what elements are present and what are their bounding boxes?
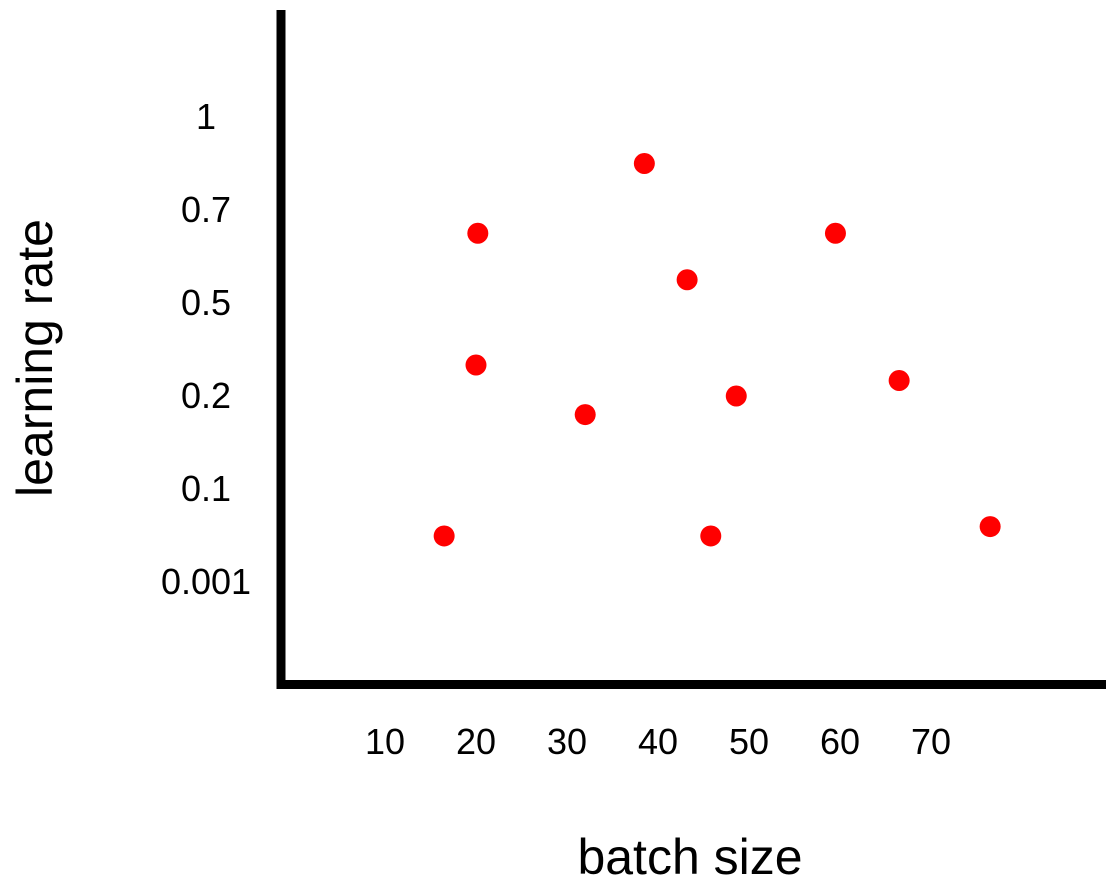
x-tick-label: 70 — [911, 721, 951, 762]
y-tick-label: 0.5 — [181, 282, 231, 323]
data-point — [725, 385, 747, 407]
x-axis-label: batch size — [577, 829, 802, 885]
data-point — [467, 222, 489, 244]
y-tick-label: 0.7 — [181, 189, 231, 230]
x-tick-label: 10 — [365, 721, 405, 762]
x-tick-label: 50 — [729, 721, 769, 762]
data-point — [700, 525, 722, 547]
data-points — [433, 153, 1001, 547]
data-point — [979, 516, 1001, 538]
data-point — [824, 222, 846, 244]
data-point — [676, 269, 698, 291]
y-axis-label: learning rate — [7, 219, 63, 497]
y-tick-label: 0.1 — [181, 468, 231, 509]
x-tick-label: 40 — [638, 721, 678, 762]
y-tick-label: 0.001 — [161, 561, 251, 602]
x-tick-label: 30 — [547, 721, 587, 762]
x-tick-labels: 10 20 30 40 50 60 70 — [365, 721, 951, 762]
y-tick-label: 1 — [196, 96, 216, 137]
data-point — [633, 153, 655, 174]
y-tick-label: 0.2 — [181, 375, 231, 416]
data-point — [888, 370, 910, 391]
data-point — [433, 525, 455, 547]
x-tick-label: 20 — [456, 721, 496, 762]
x-tick-label: 60 — [820, 721, 860, 762]
y-tick-labels: 1 0.7 0.5 0.2 0.1 0.001 — [161, 96, 251, 602]
data-point — [574, 404, 596, 426]
data-point — [465, 354, 487, 376]
